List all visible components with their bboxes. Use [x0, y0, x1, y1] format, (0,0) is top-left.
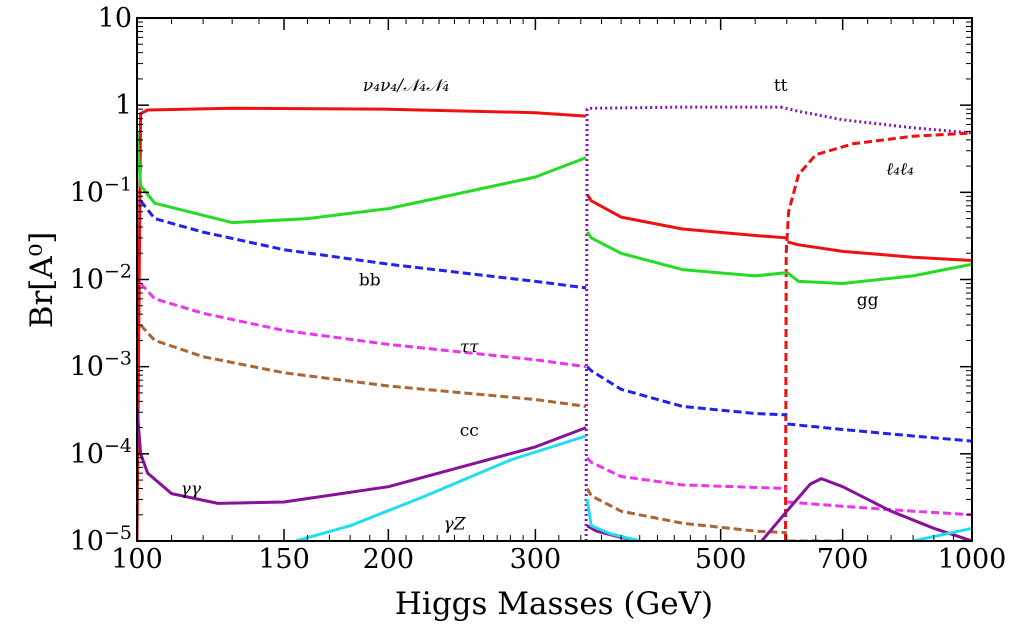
series-label-bb: bb [359, 271, 381, 291]
x-tick-label-300: 300 [510, 544, 562, 575]
series-8-segment-0-line [295, 434, 587, 541]
series-4-segment-2-line [787, 422, 972, 443]
y-tick-label-2: 10−3 [70, 348, 132, 383]
y-tick-label-6: 10 [98, 3, 132, 34]
series-label-z: γZ [443, 515, 466, 535]
ticks-layer [136, 17, 973, 542]
series-7-segment-0-line [137, 406, 587, 505]
tick-labels-layer: 100 150 200 300 500 700 1000 10−5 10−4 10−3 10−2 10… [70, 3, 1007, 575]
x-tick-label-200: 200 [363, 544, 415, 575]
series-label-5: ττ [460, 338, 479, 358]
x-tick-label-500: 500 [695, 544, 747, 575]
series-4-segment-1-line [586, 365, 787, 417]
y-axis-title: Br[A⁰] [24, 232, 60, 329]
series-label-0: ν₄ν₄/𝒩₄𝒩₄ [363, 76, 449, 96]
series-layer [137, 105, 972, 541]
series-5-segment-1-line [586, 456, 787, 490]
x-tick-label-100: 100 [111, 544, 163, 575]
y-tick-label-1: 10−4 [70, 435, 132, 470]
series-labels-layer: ν₄ν₄/𝒩₄𝒩₄ tt ℓ₄ℓ₄ gg bb ττ cc γγ γZ [181, 76, 914, 535]
series-3-segment-2-line [786, 262, 972, 285]
x-tick-label-1000: 1000 [938, 544, 1007, 575]
series-6-segment-1-line [585, 487, 787, 535]
series-label-gg: gg [857, 291, 879, 311]
y-tick-label-3: 10−2 [70, 261, 132, 296]
series-2-segment-0-line [784, 131, 972, 541]
series-label-2: ℓ₄ℓ₄ [886, 160, 914, 180]
y-tick-label-5: 1 [115, 90, 132, 121]
series-7-segment-2-line [760, 477, 972, 541]
x-axis-title: Higgs Masses (GeV) [395, 586, 713, 622]
x-tick-label-700: 700 [817, 544, 869, 575]
series-8-segment-2-line [912, 526, 972, 541]
series-label-7: γγ [181, 480, 202, 500]
series-0-segment-2-line [787, 240, 972, 262]
y-tick-label-4: 10−1 [70, 173, 132, 208]
series-4-segment-0-line [139, 199, 587, 290]
series-3-segment-0-line [137, 131, 587, 225]
series-label-tt: tt [774, 76, 788, 96]
series-8-segment-1-line [585, 499, 641, 541]
series-3-segment-1-line [585, 231, 787, 278]
series-label-cc: cc [460, 421, 479, 441]
y-tick-label-0: 10−5 [70, 522, 132, 557]
series-0-segment-1-line [585, 193, 787, 240]
series-1-segment-0-line [584, 105, 781, 541]
series-5-segment-2-line [787, 500, 972, 517]
x-tick-label-150: 150 [258, 544, 310, 575]
